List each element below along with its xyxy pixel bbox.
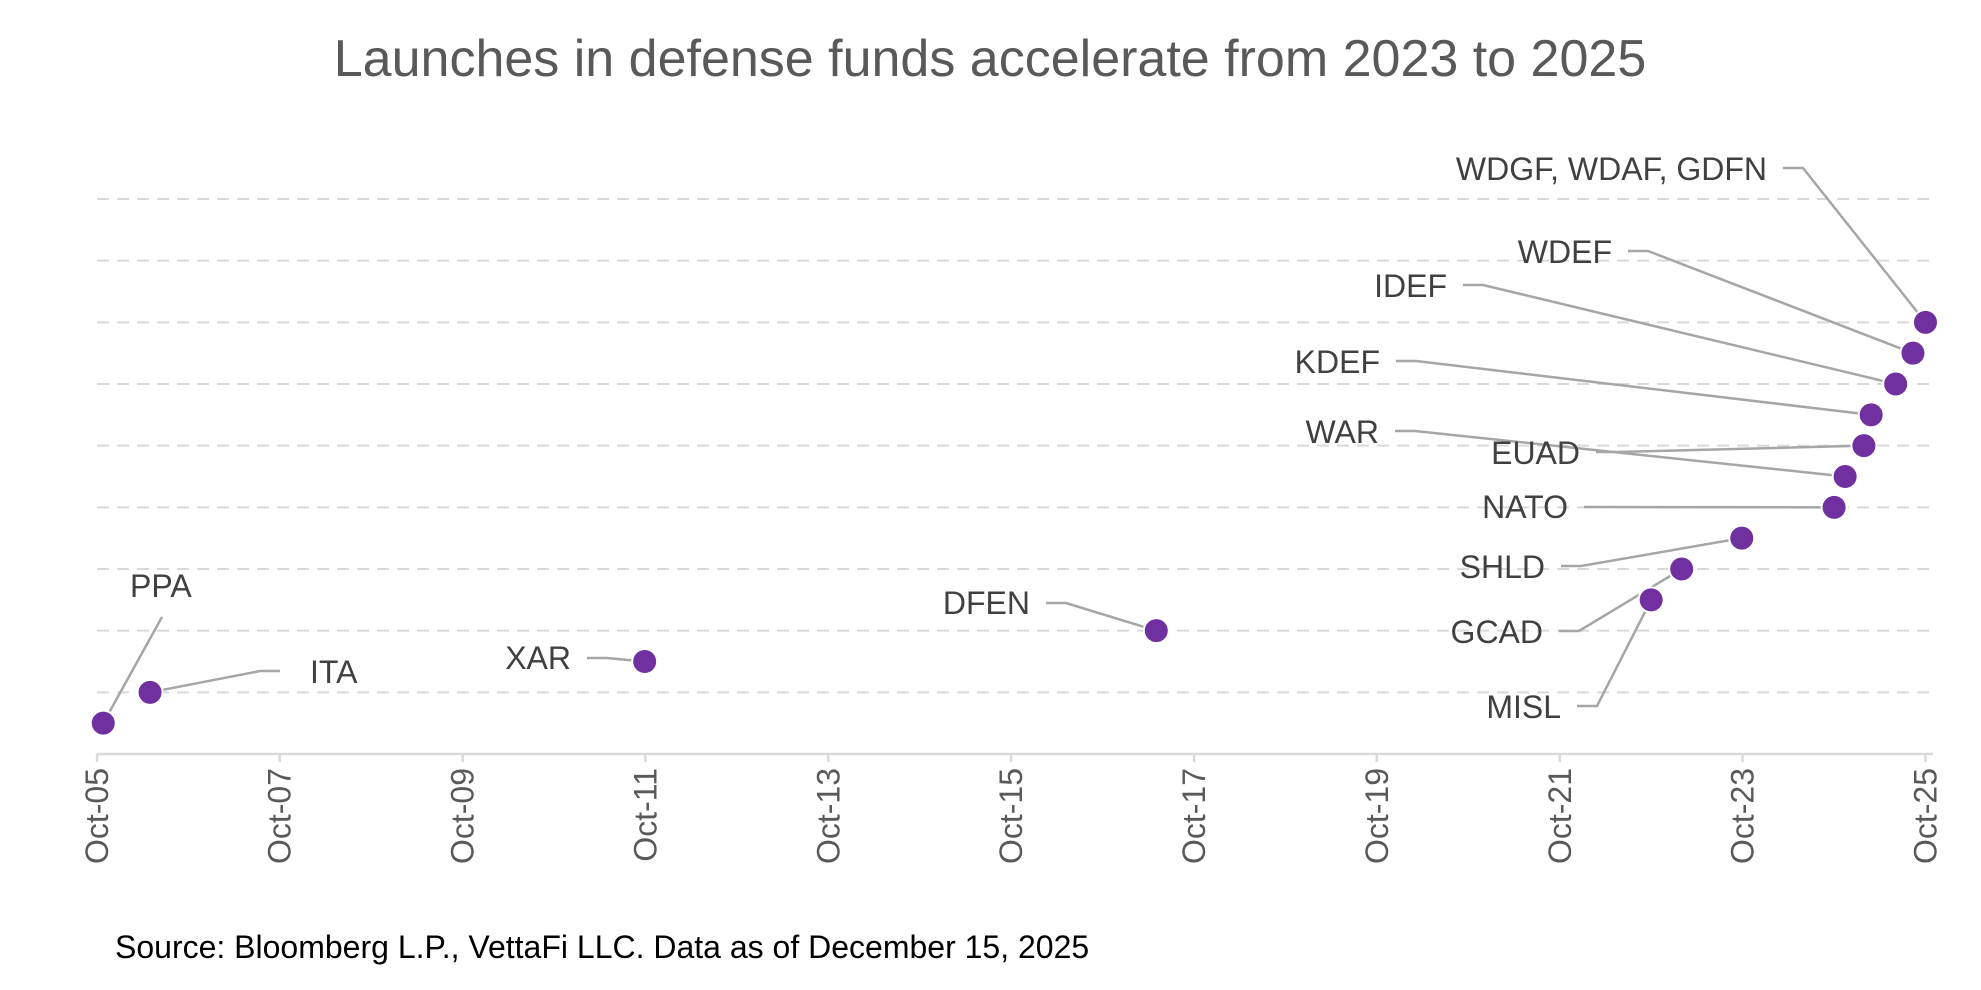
leader-kdef — [1396, 359, 1872, 417]
x-tick-label: Oct-19 — [1359, 768, 1395, 864]
x-tick-label: Oct-07 — [262, 768, 298, 864]
leader-ppa — [102, 616, 164, 724]
leader-dfen — [1046, 601, 1157, 632]
leader-wdgf-wdaf-gdfn — [1783, 166, 1927, 324]
data-point-gcad — [1668, 555, 1696, 583]
leader-ita — [149, 669, 280, 694]
data-point-dfen — [1142, 617, 1170, 645]
point-label-idef: IDEF — [1374, 268, 1447, 304]
x-tick-label: Oct-21 — [1542, 768, 1578, 864]
data-point-nato — [1820, 493, 1848, 521]
point-label-kdef: KDEF — [1295, 344, 1380, 380]
x-axis-ticks: Oct-05 Oct-07 Oct-09 Oct-11 Oct-13 Oct-15 Oct-… — [79, 754, 1943, 864]
chart-title: Launches in defense funds accelerate fro… — [334, 30, 1646, 88]
leader-war — [1395, 429, 1846, 478]
leader-misl — [1577, 599, 1653, 708]
point-label-nato: NATO — [1482, 489, 1568, 525]
label-leaders — [102, 166, 1927, 724]
x-tick-label: Oct-23 — [1725, 768, 1761, 864]
data-point-ppa — [89, 709, 117, 737]
point-label-war: WAR — [1306, 414, 1379, 450]
data-point-idef — [1882, 370, 1910, 398]
x-tick-label: Oct-25 — [1907, 768, 1943, 864]
data-point-misl — [1637, 586, 1665, 614]
point-label-euad: EUAD — [1491, 435, 1580, 471]
x-tick-label: Oct-15 — [993, 768, 1029, 864]
point-labels: PPA ITA XAR DFEN MISL GCAD SHLD NATO WAR EUAD KDEF… — [130, 151, 1767, 725]
data-point-ita — [136, 678, 164, 706]
point-label-wdef: WDEF — [1518, 234, 1612, 270]
data-point-wdgf-wdaf-gdfn — [1911, 308, 1939, 336]
point-label-wdgf-wdaf-gdfn: WDGF, WDAF, GDFN — [1456, 151, 1767, 187]
leader-shld — [1561, 536, 1742, 568]
point-label-dfen: DFEN — [943, 585, 1030, 621]
x-tick-label: Oct-05 — [79, 768, 115, 864]
x-tick-label: Oct-09 — [445, 768, 481, 864]
leader-wdef — [1628, 249, 1914, 355]
leader-idef — [1463, 283, 1896, 386]
point-label-misl: MISL — [1486, 689, 1561, 725]
point-label-shld: SHLD — [1460, 549, 1545, 585]
data-point-wdef — [1899, 339, 1927, 367]
data-point-xar — [631, 648, 659, 675]
point-label-gcad: GCAD — [1451, 614, 1543, 650]
point-label-ppa: PPA — [130, 568, 192, 604]
data-points — [89, 308, 1939, 737]
data-point-shld — [1728, 524, 1756, 552]
x-tick-label: Oct-13 — [810, 768, 846, 864]
source-note: Source: Bloomberg L.P., VettaFi LLC. Dat… — [115, 929, 1089, 965]
data-point-kdef — [1857, 401, 1885, 429]
x-tick-label: Oct-17 — [1176, 768, 1212, 864]
data-point-euad — [1850, 432, 1878, 460]
point-label-xar: XAR — [505, 640, 571, 676]
x-tick-label: Oct-11 — [627, 768, 663, 862]
leader-euad — [1596, 444, 1864, 454]
point-label-ita: ITA — [310, 654, 358, 690]
data-point-war — [1831, 463, 1859, 490]
